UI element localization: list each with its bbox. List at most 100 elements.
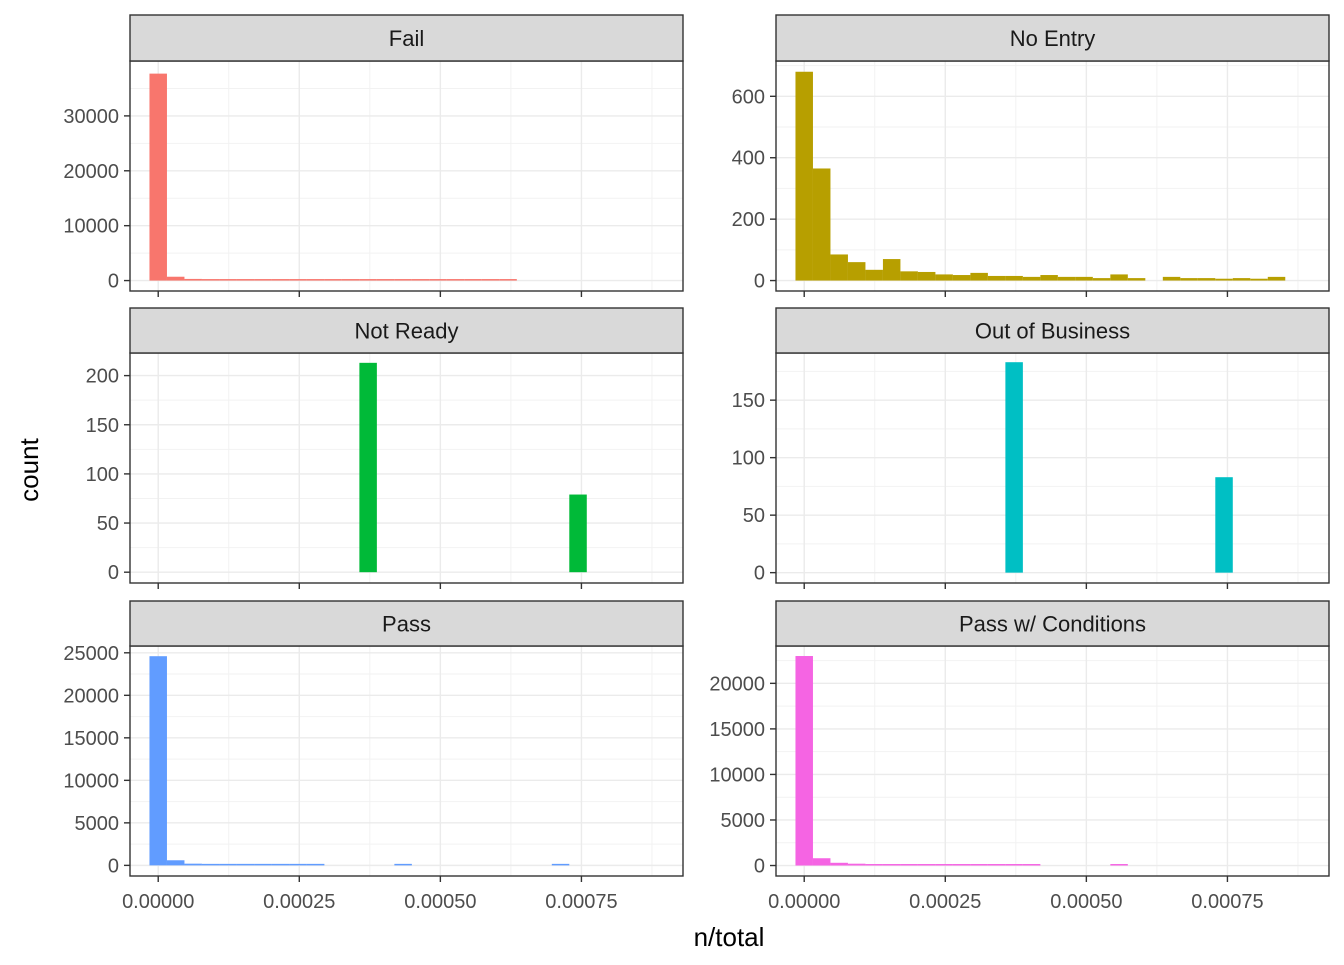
y-tick-label: 200 [86,366,119,388]
histogram-bar [184,278,202,281]
histogram-bar [271,863,290,866]
y-tick-label: 20000 [63,161,119,183]
histogram-bar [236,279,255,281]
histogram-bar [847,262,866,281]
histogram-bar [254,863,272,866]
histogram-bar [1005,275,1023,281]
histogram-bar [376,279,395,281]
histogram-bar [917,271,936,281]
histogram-bar [201,279,220,281]
facet-strip-label: Not Ready [355,319,459,344]
histogram-bar [1162,276,1181,281]
histogram-bar [795,71,813,281]
histogram-bar [254,279,272,281]
y-tick-label: 400 [732,148,765,170]
facet-strip-label: Pass w/ Conditions [959,612,1146,637]
histogram-bar [882,864,901,866]
facet-no-entry: No Entry 0 200 400 600 [732,14,1330,297]
histogram-bar [499,279,517,281]
x-tick-label: 0.00075 [545,891,617,913]
y-tick-label: 50 [743,505,765,527]
histogram-bar [830,862,848,866]
histogram-bar [1197,278,1216,281]
histogram-bar [935,864,953,866]
facet-pass-w-conditions: Pass w/ Conditions 0 5000 10000 15000 20000 0.… [709,600,1330,913]
histogram-bar [812,168,831,281]
y-tick-label: 100 [86,464,119,486]
facet-strip-label: No Entry [1010,26,1096,51]
histogram-bar [917,864,936,866]
y-tick-label: 30000 [63,106,119,128]
panel-background [776,646,1329,876]
histogram-bar [236,863,255,866]
histogram-bar [970,864,988,866]
histogram-bar [812,858,831,866]
y-tick-label: 150 [732,390,765,412]
histogram-bar [359,362,377,573]
panel-background [776,353,1329,583]
y-tick-label: 200 [732,209,765,231]
histogram-bar [551,863,570,866]
y-tick-label: 5000 [721,810,766,832]
histogram-bar [411,279,430,281]
histogram-bar [970,272,988,281]
facet-strip-label: Out of Business [975,319,1130,344]
histogram-bar [987,275,1006,281]
facet-out-of-business: Out of Business 0 50 100 150 [732,307,1330,589]
y-tick-label: 0 [754,856,765,878]
histogram-bar [149,656,167,866]
facet-strip-label: Fail [389,26,424,51]
facet-strip [129,14,684,62]
histogram-bar [1267,276,1286,281]
panel-background [130,646,683,876]
y-tick-label: 0 [754,563,765,585]
panel-background [130,353,683,583]
histogram-bar [166,860,185,866]
facet-strip [775,14,1330,62]
facet-not-ready: Not Ready 0 50 100 150 200 [86,307,684,589]
y-axis-label: count [14,437,44,501]
y-tick-label: 150 [86,415,119,437]
y-tick-label: 0 [754,271,765,293]
y-tick-label: 15000 [709,719,765,741]
histogram-bar [219,279,237,281]
facet-strip [775,600,1330,647]
histogram-bar [149,73,167,281]
x-tick-label: 0.00050 [404,891,476,913]
facet-strip [129,600,684,647]
x-tick-label: 0.00075 [1191,891,1263,913]
histogram-bar [952,864,971,866]
histogram-bar [324,279,342,281]
x-tick-label: 0.00025 [909,891,981,913]
histogram-bar [935,274,953,281]
y-tick-label: 25000 [63,643,119,665]
histogram-bar [952,275,971,281]
x-tick-label: 0.00000 [122,891,194,913]
histogram-bar [289,279,307,281]
x-axis-label: n/total [694,922,765,952]
histogram-bar [1232,278,1251,281]
histogram-bar [987,864,1006,866]
histogram-bar [481,279,500,281]
histogram-bar [306,863,325,866]
y-tick-label: 0 [108,271,119,293]
histogram-bar [882,259,901,281]
y-tick-label: 100 [732,448,765,470]
histogram-bar [201,863,220,866]
histogram-bar [1215,278,1233,281]
histogram-bar [1040,275,1058,281]
histogram-bar [1215,477,1233,573]
histogram-bar [1022,276,1041,281]
x-tick-label: 0.00050 [1050,891,1122,913]
histogram-bar [1005,362,1023,573]
facet-strip [129,307,684,354]
facet-pass: Pass 0 5000 10000 15000 20000 25000 0.00000 0.00… [63,600,684,913]
facet-strip-label: Pass [382,612,431,637]
histogram-bar [795,656,813,866]
histogram-bar [1075,276,1093,281]
y-tick-label: 5000 [75,813,120,835]
histogram-bar [900,864,918,866]
histogram-bar [1250,278,1268,281]
y-tick-label: 600 [732,86,765,108]
